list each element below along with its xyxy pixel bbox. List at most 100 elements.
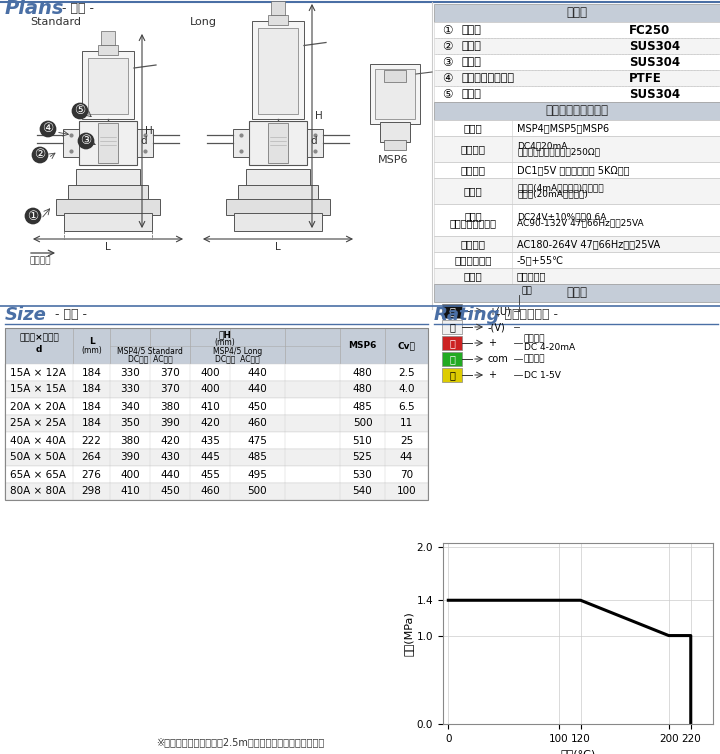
Text: AC90-132V 47～66Hz／絀25VA: AC90-132V 47～66Hz／絀25VA	[517, 219, 644, 228]
Text: d: d	[310, 136, 317, 146]
Text: MSP6: MSP6	[378, 155, 408, 165]
Text: 455: 455	[200, 470, 220, 480]
Bar	[370, 64, 420, 124]
Bar	[249, 121, 307, 165]
Bar	[88, 58, 128, 114]
Bar	[434, 102, 720, 120]
Text: グランドパッキン: グランドパッキン	[462, 73, 515, 83]
Bar	[434, 204, 720, 236]
Bar	[442, 320, 462, 334]
Text: ①: ①	[27, 210, 39, 222]
Text: 周囲温度範囲: 周囲温度範囲	[454, 255, 492, 265]
Text: 276: 276	[81, 470, 102, 480]
Bar	[442, 368, 462, 382]
Text: SUS304: SUS304	[629, 87, 680, 100]
Text: H: H	[315, 111, 323, 121]
Text: 184: 184	[81, 367, 102, 378]
Text: 298: 298	[81, 486, 102, 496]
Bar	[68, 185, 148, 201]
Text: （入カインピーダンス250Ω）: （入カインピーダンス250Ω）	[517, 148, 600, 157]
Text: ③: ③	[442, 56, 452, 69]
Bar	[82, 51, 134, 119]
Text: 440: 440	[248, 367, 267, 378]
Bar	[375, 69, 415, 119]
Text: 屋外防滴形: 屋外防滴形	[517, 271, 546, 281]
Text: 370: 370	[160, 385, 180, 394]
Text: Size: Size	[5, 306, 47, 324]
Text: 390: 390	[160, 418, 180, 428]
Text: +(U): +(U)	[488, 306, 510, 316]
Text: プラグ: プラグ	[462, 41, 482, 51]
Text: DC 1-5V: DC 1-5V	[524, 370, 561, 379]
Text: Rating: Rating	[434, 306, 500, 324]
Bar	[268, 15, 288, 25]
Text: 80A × 80A: 80A × 80A	[10, 486, 66, 496]
Bar	[101, 31, 115, 45]
Text: 435: 435	[200, 436, 220, 446]
Text: 呼び径×ポート: 呼び径×ポート	[19, 333, 59, 342]
Text: 445: 445	[200, 452, 220, 462]
Text: L: L	[89, 338, 94, 347]
Text: 15A × 15A: 15A × 15A	[10, 385, 66, 394]
Text: 開度信号: 開度信号	[524, 354, 546, 363]
Text: 材質表: 材質表	[567, 7, 588, 20]
Text: (mm): (mm)	[81, 345, 102, 354]
Text: 400: 400	[200, 367, 220, 378]
Text: 500: 500	[248, 486, 267, 496]
Text: 475: 475	[248, 436, 267, 446]
Text: ②: ②	[35, 149, 45, 161]
Text: 黄: 黄	[449, 370, 455, 380]
Text: 380: 380	[120, 436, 140, 446]
Text: PTFE: PTFE	[629, 72, 662, 84]
Text: 460: 460	[200, 486, 220, 496]
Text: 6.5: 6.5	[398, 401, 415, 412]
Text: 264: 264	[81, 452, 102, 462]
Bar	[434, 162, 720, 178]
Text: 25A × 25A: 25A × 25A	[10, 418, 66, 428]
Text: 390: 390	[120, 452, 140, 462]
Text: MSP4・MSP5・MSP6: MSP4・MSP5・MSP6	[517, 123, 609, 133]
Text: FC250: FC250	[629, 23, 670, 36]
Text: 出力信号: 出力信号	[461, 165, 485, 175]
Text: Cv値: Cv値	[397, 342, 415, 351]
Text: 460: 460	[248, 418, 267, 428]
Bar	[434, 252, 720, 268]
Text: +: +	[488, 338, 496, 348]
Bar	[434, 136, 720, 162]
Text: 入力信号: 入力信号	[461, 144, 485, 154]
Text: - 寸法 -: - 寸法 -	[55, 308, 87, 321]
Text: Plans: Plans	[5, 0, 65, 19]
Bar	[442, 304, 462, 318]
Text: H: H	[145, 126, 153, 136]
Bar	[434, 268, 720, 284]
Bar	[246, 169, 310, 187]
Bar	[5, 466, 428, 483]
Text: 410: 410	[200, 401, 220, 412]
Text: ボディ: ボディ	[462, 25, 482, 35]
Bar	[5, 381, 428, 398]
Text: ④: ④	[42, 122, 53, 136]
Text: MSP4/5 Standard: MSP4/5 Standard	[117, 347, 183, 355]
Text: 495: 495	[248, 470, 267, 480]
Bar	[5, 328, 428, 500]
Bar	[98, 45, 118, 55]
Text: 330: 330	[120, 367, 140, 378]
Text: 525: 525	[353, 452, 372, 462]
Bar	[268, 123, 288, 163]
Text: 500: 500	[353, 418, 372, 428]
Text: 緑: 緑	[449, 354, 455, 364]
Bar	[79, 121, 137, 165]
Text: 結線図: 結線図	[567, 287, 588, 299]
Bar	[64, 213, 152, 231]
Bar	[434, 120, 720, 136]
Text: ステム: ステム	[462, 89, 482, 99]
X-axis label: 温度(°C): 温度(°C)	[560, 749, 595, 754]
Text: d: d	[140, 136, 147, 146]
Text: ※液体の場合、管内流速2.5m／秒以下でご使用ください。: ※液体の場合、管内流速2.5m／秒以下でご使用ください。	[156, 737, 324, 747]
Text: ③: ③	[81, 134, 91, 148]
Text: Standard: Standard	[30, 17, 81, 27]
Text: DC24V±10%／約0.6A: DC24V±10%／約0.6A	[517, 212, 606, 221]
Text: 20A × 20A: 20A × 20A	[10, 401, 66, 412]
Text: 50A × 50A: 50A × 50A	[10, 452, 66, 462]
Text: L: L	[275, 242, 281, 252]
